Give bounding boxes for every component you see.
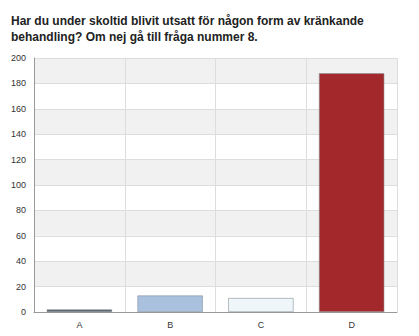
- svg-text:60: 60: [16, 231, 26, 241]
- svg-text:160: 160: [11, 104, 26, 114]
- svg-text:140: 140: [11, 129, 26, 139]
- svg-text:behandling? Om nej gå till frå: behandling? Om nej gå till fråga nummer …: [11, 30, 258, 44]
- svg-text:100: 100: [11, 180, 26, 190]
- svg-text:D: D: [348, 320, 355, 330]
- svg-text:80: 80: [16, 205, 26, 215]
- svg-text:200: 200: [11, 53, 26, 63]
- svg-text:B: B: [167, 320, 173, 330]
- svg-text:A: A: [76, 320, 82, 330]
- svg-text:20: 20: [16, 282, 26, 292]
- svg-text:180: 180: [11, 78, 26, 88]
- svg-text:120: 120: [11, 155, 26, 165]
- svg-text:40: 40: [16, 256, 26, 266]
- svg-text:C: C: [258, 320, 265, 330]
- svg-text:0: 0: [21, 307, 26, 317]
- svg-text:Har du under skoltid blivit ut: Har du under skoltid blivit utsatt för n…: [11, 14, 367, 28]
